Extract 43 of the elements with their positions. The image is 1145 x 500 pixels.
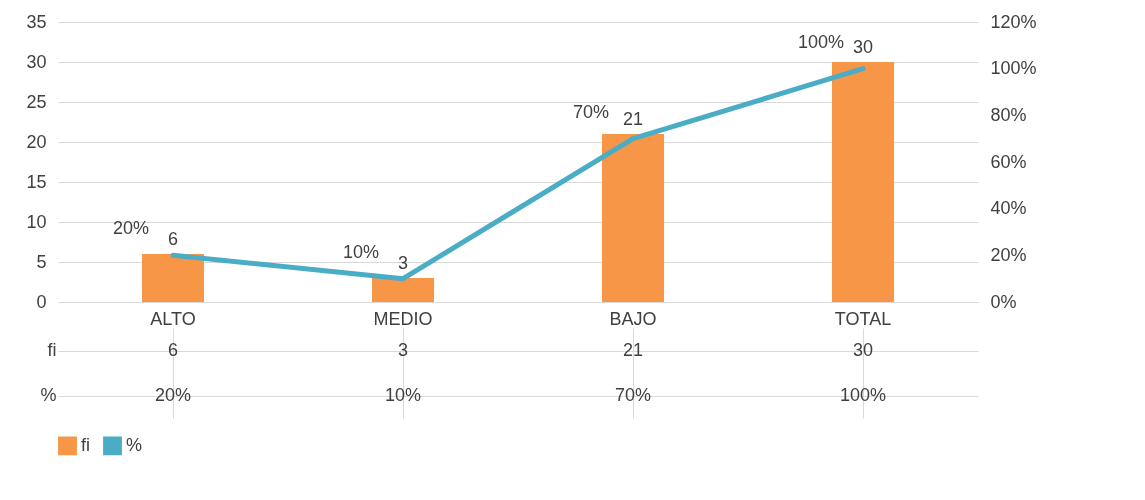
text: 70% xyxy=(572,101,610,122)
y2-tick-label: 0% xyxy=(990,291,1017,312)
data-label: 6 xyxy=(167,339,179,360)
bar xyxy=(371,278,435,302)
y2-tick-label: 100% xyxy=(990,58,1037,79)
text: 20% xyxy=(112,218,150,239)
x-tick-label: ALTO xyxy=(150,308,196,329)
y-tick-label: 20 xyxy=(26,131,47,152)
y2-tick-label: 80% xyxy=(990,104,1027,125)
y2-tick-label: 20% xyxy=(990,244,1027,265)
text: 6 xyxy=(167,229,179,249)
x-tick-label: TOTAL xyxy=(834,308,892,329)
y2-tick-label: 60% xyxy=(990,151,1027,172)
bar xyxy=(831,62,895,302)
text: 21 xyxy=(622,109,644,129)
x-tick-label: MEDIO xyxy=(373,308,433,329)
text: fi xyxy=(47,340,57,360)
data-label: 70% xyxy=(614,384,652,405)
text: % xyxy=(40,385,57,405)
text: 100% xyxy=(797,31,845,52)
y-tick-label: 30 xyxy=(26,51,47,72)
data-label: 3 xyxy=(397,339,409,360)
y2-tick-label: 120% xyxy=(990,11,1037,32)
legend-label: fi xyxy=(81,434,90,455)
y-tick-label: 10 xyxy=(26,211,47,232)
text: 3 xyxy=(397,253,409,273)
y-tick-label: 35 xyxy=(26,11,47,32)
y-tick-label: 0 xyxy=(36,291,47,312)
data-label: 30 xyxy=(852,339,874,360)
y-tick-label: 25 xyxy=(26,91,47,112)
y2-tick-label: 40% xyxy=(990,198,1027,219)
text: 10% xyxy=(342,241,380,262)
text: 30 xyxy=(852,37,874,57)
data-label: 10% xyxy=(384,384,422,405)
x-tick-label: BAJO xyxy=(609,308,657,329)
data-label: 21 xyxy=(622,339,644,360)
data-label: 20% xyxy=(154,384,192,405)
bar xyxy=(601,134,665,302)
y-tick-label: 15 xyxy=(26,171,47,192)
legend-label: % xyxy=(126,434,143,455)
data-label: 100% xyxy=(839,384,887,405)
y-tick-label: 5 xyxy=(36,251,47,272)
bar xyxy=(141,254,205,302)
